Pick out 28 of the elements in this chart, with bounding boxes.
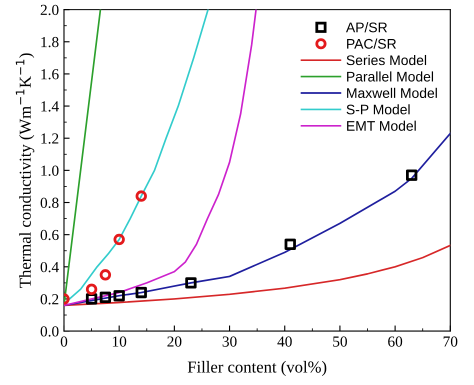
legend-label: Parallel Model: [347, 71, 434, 82]
legend-label: EMT Model: [347, 120, 416, 131]
y-tick-label: 1.6: [41, 69, 59, 80]
y-tick-label: 0.8: [40, 198, 59, 208]
y-tick-label: 1.8: [41, 36, 59, 48]
y-tick-label: 1.0: [41, 166, 59, 176]
legend-label: Series Model: [346, 54, 426, 66]
x-tick-label: 0: [60, 336, 68, 347]
x-axis-title: Filler content (vol%): [188, 360, 326, 376]
x-tick-label: 20: [167, 336, 182, 347]
y-tick-label: 2.0: [40, 4, 59, 16]
y-tick-label: 0.2: [40, 294, 58, 304]
x-tick-label: 60: [388, 336, 402, 347]
y-tick-label: 1.4: [41, 101, 59, 112]
legend-label: Maxwell Model: [347, 88, 437, 98]
x-tick-label: 50: [333, 336, 347, 347]
x-tick-label: 40: [277, 336, 292, 347]
y-tick-label: 0.0: [40, 326, 59, 337]
legend-label: S-P Model: [346, 104, 410, 114]
legend-label: PAC/SR: [347, 38, 396, 49]
x-tick-label: 30: [222, 336, 237, 347]
legend-label: AP/SR: [346, 22, 387, 32]
y-tick-label: 0.4: [40, 262, 59, 272]
y-tick-label: 0.6: [40, 230, 59, 240]
y-axis-title: Thermal conductivity (Wm$^{−1}$K$^{−1}$): [16, 53, 34, 288]
y-tick-label: 1.2: [41, 133, 58, 144]
x-tick-label: 70: [444, 336, 458, 347]
x-tick-label: 10: [112, 336, 126, 347]
